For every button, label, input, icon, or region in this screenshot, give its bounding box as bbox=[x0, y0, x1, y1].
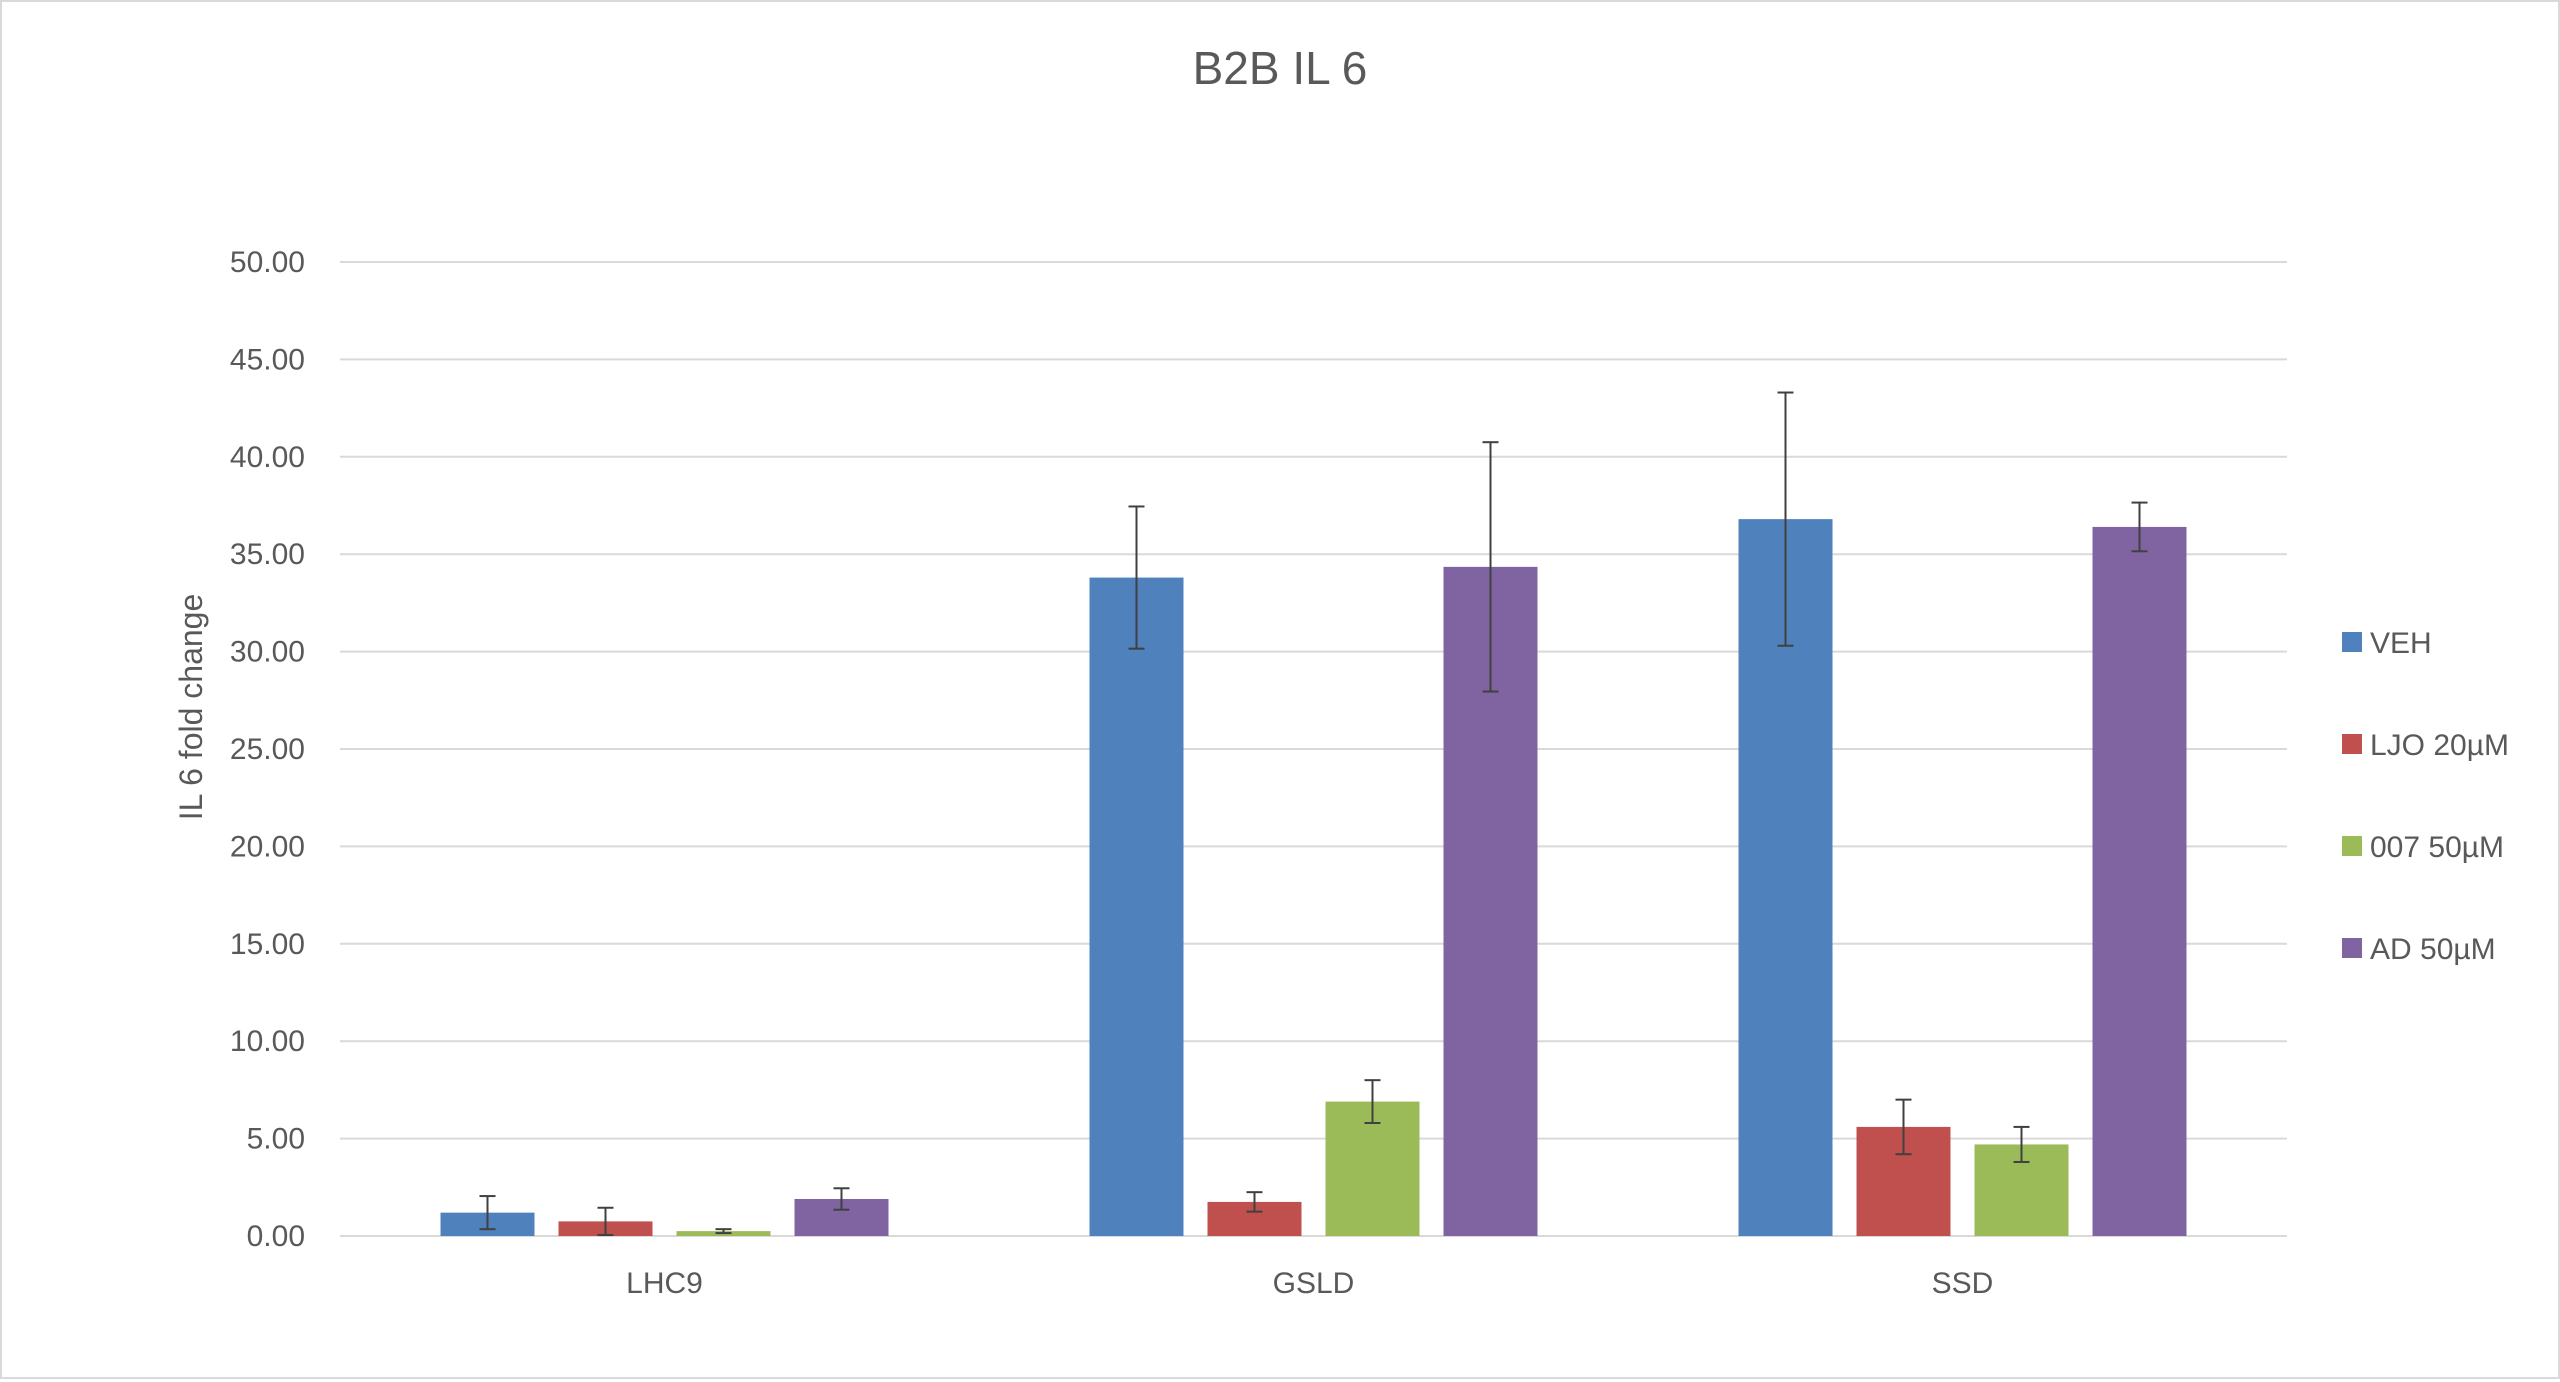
error-bar bbox=[2131, 501, 2148, 553]
x-axis-categories: LHC9 GSLD SSD bbox=[626, 1267, 1993, 1300]
legend-swatch bbox=[2342, 734, 2362, 754]
legend-label: LJO 20µM bbox=[2370, 729, 2509, 762]
legend-label: AD 50µM bbox=[2370, 933, 2496, 966]
gridlines bbox=[340, 261, 2287, 1237]
y-tick-label: 40.00 bbox=[230, 441, 305, 474]
error-bar bbox=[1777, 391, 1794, 647]
x-category-label: LHC9 bbox=[626, 1267, 703, 1300]
x-category-label: SSD bbox=[1932, 1267, 1994, 1300]
y-tick-label: 0.00 bbox=[247, 1220, 305, 1253]
bar bbox=[1089, 577, 1184, 1236]
error-bar bbox=[1364, 1079, 1381, 1125]
y-axis-label: IL 6 fold change bbox=[173, 594, 209, 821]
y-tick-label: 30.00 bbox=[230, 636, 305, 669]
legend-swatch bbox=[2342, 938, 2362, 958]
error-bar bbox=[2013, 1125, 2030, 1163]
bar bbox=[2092, 526, 2187, 1236]
error-bar bbox=[1482, 441, 1499, 693]
legend-swatch bbox=[2342, 632, 2362, 652]
error-bar bbox=[1128, 505, 1145, 650]
legend-swatch bbox=[2342, 836, 2362, 856]
y-tick-label: 5.00 bbox=[247, 1123, 305, 1156]
legend-label: VEH bbox=[2370, 627, 2432, 660]
legend-label: 007 50µM bbox=[2370, 831, 2504, 864]
error-bar bbox=[1895, 1098, 1912, 1156]
error-bar bbox=[833, 1187, 850, 1211]
error-bar bbox=[1246, 1191, 1263, 1213]
y-tick-label: 45.00 bbox=[230, 343, 305, 376]
error-bar bbox=[715, 1228, 732, 1235]
y-tick-label: 50.00 bbox=[230, 246, 305, 279]
error-bar bbox=[479, 1195, 496, 1231]
error-bar bbox=[597, 1206, 614, 1237]
legend-item: AD 50µM bbox=[2342, 933, 2496, 966]
legend: VEH LJO 20µM 007 50µM AD 50µM bbox=[2342, 627, 2509, 966]
legend-item: LJO 20µM bbox=[2342, 729, 2509, 762]
bars bbox=[440, 519, 2187, 1236]
y-tick-label: 20.00 bbox=[230, 830, 305, 863]
legend-item: VEH bbox=[2342, 627, 2432, 660]
y-tick-label: 15.00 bbox=[230, 928, 305, 961]
legend-item: 007 50µM bbox=[2342, 831, 2504, 864]
x-category-label: GSLD bbox=[1273, 1267, 1355, 1300]
y-axis-ticks: 0.00 5.00 10.00 15.00 20.00 25.00 30.00 35.00 40… bbox=[230, 246, 305, 1253]
chart-title: B2B IL 6 bbox=[1193, 42, 1368, 94]
error-bars bbox=[479, 391, 2148, 1237]
y-tick-label: 10.00 bbox=[230, 1025, 305, 1058]
y-tick-label: 35.00 bbox=[230, 538, 305, 571]
y-tick-label: 25.00 bbox=[230, 733, 305, 766]
